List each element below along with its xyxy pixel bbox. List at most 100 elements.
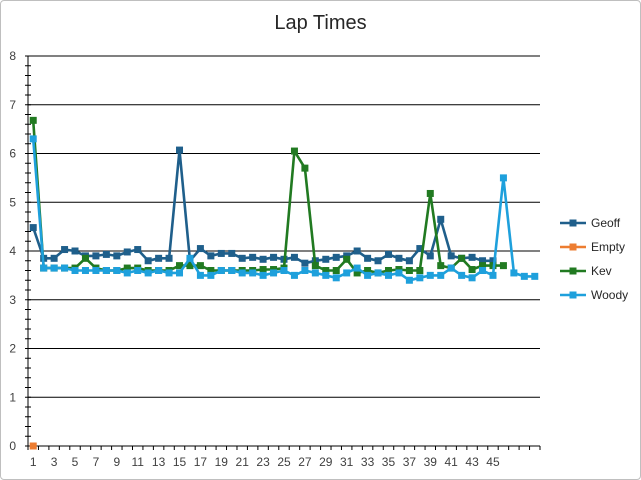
data-point-woody: [92, 267, 100, 274]
data-point-woody: [155, 267, 163, 274]
legend-label-kev: Kev: [591, 264, 612, 278]
data-point-woody: [134, 267, 142, 274]
data-point-woody: [123, 269, 131, 277]
data-point-woody: [374, 269, 382, 277]
data-point-kev: [81, 254, 89, 262]
legend-label-woody: Woody: [591, 288, 628, 302]
y-tick-label: 4: [9, 244, 16, 258]
data-point-woody: [531, 272, 539, 280]
data-point-kev: [176, 262, 184, 270]
data-point-geoff: [468, 253, 476, 261]
data-point-geoff: [196, 245, 204, 253]
y-tick-label: 7: [9, 98, 16, 112]
data-point-geoff: [426, 252, 434, 260]
data-point-woody: [29, 135, 37, 143]
data-point-geoff: [102, 250, 110, 258]
data-point-geoff: [92, 252, 100, 260]
data-point-woody: [176, 269, 184, 277]
data-point-kev: [29, 116, 37, 124]
data-point-woody: [249, 269, 257, 277]
gridlines: [28, 55, 540, 398]
data-point-geoff: [322, 255, 330, 263]
data-point-woody: [238, 269, 246, 277]
data-point-geoff: [217, 249, 225, 257]
data-point-geoff: [71, 247, 79, 255]
y-tick-label: 0: [9, 439, 16, 453]
data-point-woody: [196, 271, 204, 279]
data-point-kev: [437, 262, 445, 270]
data-point-empty: [29, 442, 37, 450]
data-point-geoff: [437, 215, 445, 223]
data-point-geoff: [489, 257, 497, 265]
x-tick-label: 39: [424, 455, 438, 469]
data-point-geoff: [332, 253, 340, 261]
x-tick-label: 9: [113, 455, 120, 469]
legend-label-empty: Empty: [591, 240, 625, 254]
x-tick-label: 13: [152, 455, 166, 469]
data-point-woody: [468, 274, 476, 282]
x-tick-label: 21: [236, 455, 250, 469]
data-point-kev: [353, 269, 361, 277]
x-tick-label: 43: [465, 455, 479, 469]
legend-item-kev: Kev: [560, 264, 612, 278]
data-point-woody: [228, 267, 236, 274]
data-point-woody: [437, 271, 445, 279]
y-tick-label: 6: [9, 147, 16, 161]
data-point-geoff: [479, 257, 487, 265]
x-tick-label: 23: [256, 455, 270, 469]
data-point-woody: [259, 271, 267, 279]
data-point-geoff: [134, 246, 142, 254]
x-tick-label: 37: [403, 455, 417, 469]
data-point-geoff: [290, 253, 298, 261]
data-point-woody: [343, 269, 351, 277]
data-point-kev: [311, 262, 319, 270]
y-tick-labels: 0 1 2 3 4 5 6 7 8: [9, 49, 16, 453]
data-point-geoff: [61, 246, 69, 254]
data-point-kev: [416, 267, 424, 274]
x-tick-label: 17: [194, 455, 208, 469]
axes: [25, 55, 541, 450]
data-point-woody: [416, 274, 424, 282]
x-tick-label: 5: [72, 455, 79, 469]
data-point-geoff: [207, 252, 215, 260]
data-point-woody: [311, 269, 319, 277]
y-tick-label: 2: [9, 342, 16, 356]
data-point-kev: [259, 266, 267, 274]
x-tick-label: 25: [277, 455, 291, 469]
data-point-geoff: [405, 257, 413, 265]
legend-marker-woody: [569, 291, 577, 299]
data-point-woody: [479, 267, 487, 274]
data-point-geoff: [249, 253, 257, 261]
x-tick-label: 29: [319, 455, 333, 469]
data-point-kev: [343, 255, 351, 263]
data-point-kev: [332, 267, 340, 274]
data-point-geoff: [364, 254, 372, 262]
data-point-geoff: [123, 248, 131, 256]
legend-marker-geoff: [569, 219, 577, 227]
x-tick-label: 11: [131, 455, 144, 469]
data-point-kev: [207, 267, 215, 274]
data-point-kev: [458, 254, 466, 262]
data-point-woody: [364, 271, 372, 279]
legend-item-geoff: Geoff: [560, 216, 621, 230]
data-point-kev: [290, 147, 298, 155]
y-tick-label: 8: [9, 49, 16, 63]
data-point-kev: [322, 267, 330, 274]
data-point-woody: [113, 267, 121, 274]
data-point-woody: [144, 269, 152, 277]
data-point-geoff: [113, 252, 121, 260]
legend-marker-kev: [569, 267, 577, 275]
series-group: [29, 116, 539, 450]
legend-label-geoff: Geoff: [591, 216, 621, 230]
data-point-geoff: [447, 252, 455, 260]
legend: Geoff Empty Kev Woody: [560, 216, 628, 302]
x-tick-label: 7: [93, 455, 100, 469]
data-point-woody: [520, 272, 528, 280]
data-point-geoff: [301, 259, 309, 267]
data-point-kev: [384, 267, 392, 274]
series-woody: [29, 135, 539, 284]
data-point-kev: [426, 189, 434, 197]
y-tick-label: 3: [9, 293, 16, 307]
